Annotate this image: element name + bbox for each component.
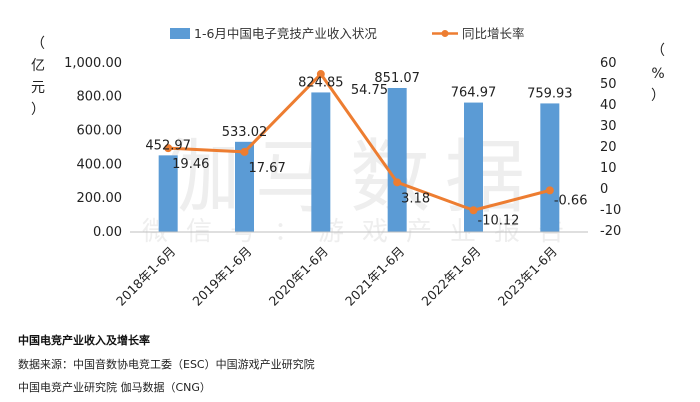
bar [387,87,407,232]
source-line-1: 数据来源：中国音数协电竞工委（ESC）中国游戏产业研究院 [18,358,315,371]
bar [158,155,178,232]
bar-value-label: 851.07 [374,71,420,86]
source-line-2: 中国电竞产业研究院 伽马数据（CNG） [18,381,211,394]
right-axis-label-char: % [651,66,664,82]
legend-bar-swatch [170,28,190,39]
right-tick-label: -10 [600,203,621,218]
legend-line-label: 同比增长率 [462,26,525,41]
right-tick-label: 20 [600,140,617,155]
growth-point [393,178,402,187]
left-tick-label: 800.00 [77,90,123,105]
right-tick-label: 40 [600,98,617,113]
bar-series [158,87,560,232]
line-value-label: 17.67 [249,161,286,176]
right-axis-label-char: ） [651,88,665,104]
data-labels: 452.97 533.02 824.85 851.07 764.97 759.93 19.4… [145,71,587,228]
watermark-char: 据 [445,131,525,224]
left-axis-label-char: ） [31,102,45,118]
legend: 1-6月中国电子竞技产业收入状况 同比增长率 [170,26,525,41]
left-axis-label-char: （ [31,36,45,52]
left-axis-label-char: 亿 [31,58,45,74]
revenue-growth-chart: 伽马数据微信号：游戏产业报告 1-6月中国电子竞技产业收入状况 同比增长率 0.0… [31,26,665,309]
figure-caption: 中国电竞产业收入及增长率 [18,334,150,347]
bar [464,102,483,232]
right-tick-label: 50 [600,77,617,92]
right-tick-label: 60 [600,56,617,71]
left-axis-label-char: 元 [31,80,45,96]
left-tick-label: 400.00 [77,157,123,172]
growth-point [240,147,249,156]
line-value-label: 3.18 [401,191,430,206]
line-series [164,70,554,215]
left-axis: 0.00 200.00 400.00 600.00 800.00 1,000.00 （ 亿元 ） [31,36,122,240]
bar [311,92,331,232]
x-tick-label: 2021年1-6月 [342,244,407,309]
right-tick-label: 10 [600,161,617,176]
left-tick-label: 1,000.00 [64,56,122,71]
left-tick-label: 600.00 [77,123,123,138]
right-tick-label: 30 [600,119,617,134]
line-value-label: -0.66 [554,193,588,208]
left-tick-label: 200.00 [77,191,123,206]
line-value-label: 19.46 [172,157,209,172]
growth-point [316,70,325,79]
legend-line-marker [441,30,449,37]
bar-value-label: 533.02 [222,125,268,140]
growth-point [545,186,554,195]
bar-value-label: 764.97 [451,86,497,101]
watermark: 伽马数据微信号：游戏产业报告 [142,131,564,247]
bar [235,141,254,232]
bar-value-label: 824.85 [298,75,344,90]
left-tick-label: 0.00 [93,225,122,240]
growth-point [469,206,478,215]
x-tick-label: 2023年1-6月 [495,244,560,309]
growth-line [168,72,551,212]
x-tick-label: 2019年1-6月 [189,244,254,309]
right-tick-label: -20 [600,224,621,239]
bar-value-label: 759.93 [527,86,573,101]
line-value-label: 54.75 [351,83,388,98]
growth-point [164,144,173,153]
right-axis-label-char: （ [651,43,665,59]
bar [540,103,560,232]
x-tick-label: 2020年1-6月 [266,244,331,309]
bar-value-label: 452.97 [145,138,191,153]
line-value-label: -10.12 [478,213,520,228]
legend-bar-label: 1-6月中国电子竞技产业收入状况 [194,26,377,41]
x-tick-label: 2022年1-6月 [418,244,483,309]
x-tick-label: 2018年1-6月 [113,244,178,309]
right-tick-label: 0 [600,182,608,197]
right-axis: -20 -10 0 10 20 30 40 50 60 （% ） [600,43,665,239]
